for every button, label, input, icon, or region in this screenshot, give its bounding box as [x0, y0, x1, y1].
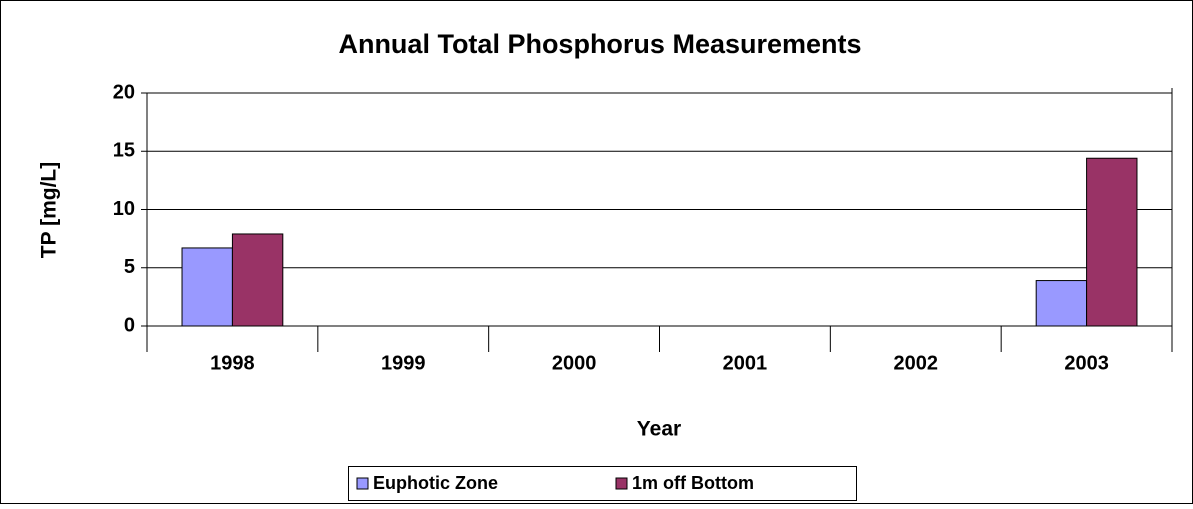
chart-title: Annual Total Phosphorus Measurements — [338, 29, 861, 59]
legend-label: 1m off Bottom — [632, 473, 754, 493]
legend-swatch — [356, 477, 369, 490]
x-tick-label: 1999 — [381, 352, 426, 374]
x-axis-label: Year — [637, 418, 681, 441]
bar — [181, 247, 233, 327]
x-tick-label: 2000 — [552, 352, 597, 374]
y-tick-label: 10 — [113, 198, 135, 220]
legend-label: Euphotic Zone — [373, 473, 498, 493]
legend-swatch — [615, 477, 628, 490]
bar — [1086, 157, 1138, 327]
x-tick-label: 2001 — [723, 352, 768, 374]
y-axis-label: TP [mg/L] — [38, 162, 61, 258]
y-tick-label: 5 — [124, 256, 135, 278]
x-tick-label: 2003 — [1064, 352, 1109, 374]
x-tick-label: 2002 — [894, 352, 939, 374]
y-tick-label: 15 — [113, 140, 135, 162]
legend-box — [348, 466, 857, 501]
y-tick-label: 0 — [124, 314, 135, 336]
x-tick-label: 1998 — [210, 352, 255, 374]
bar — [1035, 280, 1088, 327]
bar — [231, 233, 284, 327]
y-tick-label: 20 — [113, 81, 135, 103]
